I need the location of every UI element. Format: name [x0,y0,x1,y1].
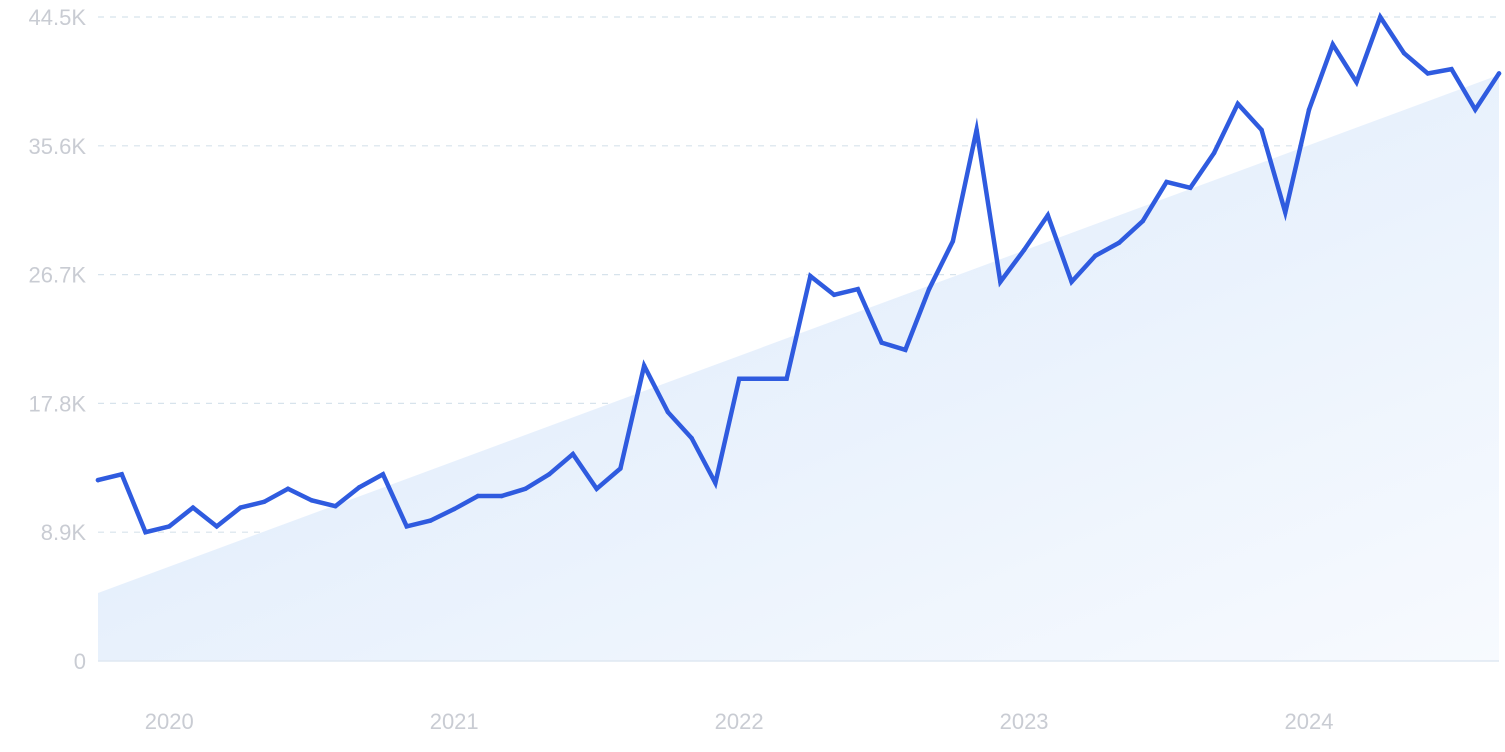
data-point [1354,79,1359,85]
data-point [95,477,101,483]
data-point [1330,42,1336,47]
y-tick-label: 26.7K [29,263,87,288]
data-point [1378,14,1383,20]
data-point [903,347,908,353]
data-point [285,486,291,492]
data-point [760,376,766,382]
data-point [1045,213,1051,218]
data-point [428,518,433,523]
data-point [926,286,932,292]
y-tick-label: 0 [74,649,86,674]
data-point [1211,150,1217,156]
data-point [1401,50,1407,56]
data-point [950,239,956,244]
series-group [95,12,1502,535]
data-point [546,472,552,477]
data-point [404,524,409,529]
data-point [214,524,219,529]
data-point [998,279,1003,285]
series-line [95,12,1502,535]
y-tick-label: 35.6K [29,134,87,159]
data-point [143,529,148,535]
data-point [1283,210,1288,215]
data-point [451,506,457,512]
data-point [713,480,718,486]
y-axis: 0 8.9K 17.8K 26.7K 35.6K 44.5K [29,5,87,674]
data-point [808,273,813,279]
data-point [1140,218,1146,224]
data-point [475,493,481,499]
data-point [119,472,124,477]
data-point [356,485,362,490]
x-tick-label: 2022 [715,709,764,734]
data-point [1449,66,1454,72]
data-point [1425,71,1431,76]
data-point [261,499,267,505]
x-axis: 2020 2021 2022 2023 2024 [145,709,1334,734]
data-point [689,435,694,441]
x-tick-label: 2023 [1000,709,1049,734]
data-point [499,493,504,499]
trend-area [98,74,1499,662]
data-point [665,409,671,415]
data-point [1188,185,1193,191]
data-point [166,524,172,529]
data-point [1021,247,1027,253]
data-point [380,472,386,477]
data-point [974,127,979,133]
data-point [1093,253,1098,259]
data-point [831,292,837,298]
data-point [1116,240,1122,246]
data-point [1069,279,1074,285]
data-point [641,363,647,369]
data-point [618,466,623,471]
y-tick-label: 8.9K [41,520,87,545]
data-point [784,376,789,382]
data-point [1164,179,1169,185]
data-point [736,376,742,382]
y-tick-label: 17.8K [29,391,87,416]
data-point [238,505,243,510]
data-point [855,286,861,292]
data-point [523,486,528,492]
data-point [594,486,599,492]
x-tick-label: 2024 [1285,709,1334,734]
data-point [1473,107,1478,112]
data-point [879,340,884,345]
y-tick-label: 44.5K [29,5,87,30]
data-point [1235,101,1241,107]
data-point [1496,71,1502,76]
data-point [190,505,196,510]
data-point [1306,107,1312,112]
data-point [333,503,338,509]
data-point [1259,127,1264,133]
x-tick-label: 2021 [430,709,479,734]
x-tick-label: 2020 [145,709,194,734]
data-point [309,498,314,503]
data-point [570,451,576,457]
